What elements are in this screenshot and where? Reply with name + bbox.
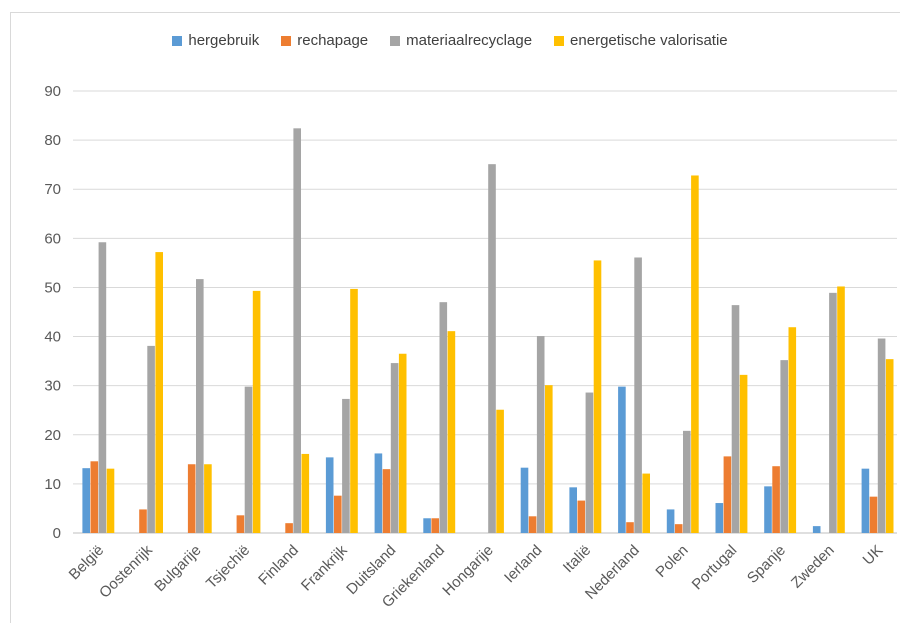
bar-materiaalrecyclage-spanje (780, 360, 788, 533)
x-tick-label-finland: Finland (255, 542, 302, 589)
bar-hergebruik-polen (666, 509, 675, 533)
bar-rechapage-tsjechie (236, 515, 245, 533)
bar-materiaalrecyclage-finland (293, 128, 301, 533)
bar-hergebruik-nederland (618, 386, 626, 533)
bar-materiaalrecyclage-bulgarije (196, 279, 204, 533)
bar-rechapage-italie (577, 500, 586, 533)
x-tick-label-hongarije: Hongarije (439, 542, 496, 599)
bar-energetische-valorisatie-spanje (788, 327, 797, 533)
bar-materiaalrecyclage-belgie (98, 242, 107, 534)
y-tick-label-10: 10 (44, 476, 61, 493)
bar-energetische-valorisatie-duitsland (398, 353, 407, 533)
bar-rechapage-griekenland (431, 518, 439, 533)
bar-hergebruik-portugal (715, 503, 724, 533)
bar-energetische-valorisatie-nederland (642, 473, 650, 533)
bar-energetische-valorisatie-ierland (545, 385, 553, 533)
bar-hergebruik-frankrijk (325, 457, 334, 533)
x-tick-label-tsjechie: Tsjechië (203, 542, 253, 592)
x-tick-label-belgie: België (66, 542, 108, 584)
bar-hergebruik-ierland (520, 467, 529, 533)
x-tick-label-zweden: Zweden (788, 542, 838, 592)
bar-hergebruik-zweden (812, 526, 821, 533)
bar-hergebruik-italie (569, 487, 577, 533)
y-tick-label-50: 50 (44, 279, 61, 296)
bar-rechapage-finland (285, 523, 293, 533)
bar-materiaalrecyclage-griekenland (439, 302, 448, 533)
bar-materiaalrecyclage-ierland (536, 336, 545, 533)
bar-materiaalrecyclage-nederland (634, 257, 642, 533)
y-tick-label-30: 30 (44, 378, 61, 395)
bar-materiaalrecyclage-oostenrijk (147, 345, 155, 533)
bar-hergebruik-duitsland (374, 453, 383, 533)
bar-energetische-valorisatie-bulgarije (204, 464, 212, 533)
bar-materiaalrecyclage-zweden (829, 292, 837, 533)
bar-hergebruik-spanje (764, 486, 772, 533)
x-tick-label-polen: Polen (652, 542, 691, 581)
bar-rechapage-portugal (723, 456, 732, 533)
bar-energetische-valorisatie-zweden (837, 286, 845, 533)
bar-energetische-valorisatie-polen (691, 175, 699, 533)
bar-materiaalrecyclage-polen (683, 430, 691, 533)
chart-legend: hergebruik rechapage materiaalrecyclage … (0, 32, 900, 49)
chart-frame (10, 12, 900, 623)
bar-energetische-valorisatie-oostenrijk (155, 252, 163, 533)
y-tick-label-80: 80 (44, 132, 61, 149)
bar-rechapage-ierland (528, 516, 537, 533)
bar-hergebruik-belgie (82, 468, 90, 533)
y-tick-label-0: 0 (53, 525, 61, 542)
bar-energetische-valorisatie-italie (593, 260, 602, 533)
legend-swatch-energetische-valorisatie (554, 35, 565, 46)
legend-label-hergebruik: hergebruik (188, 32, 260, 49)
legend-label-energetische-valorisatie: energetische valorisatie (570, 32, 728, 49)
bar-hergebruik-griekenland (423, 518, 431, 533)
bar-rechapage-polen (674, 524, 683, 533)
bar-energetische-valorisatie-tsjechie (252, 290, 261, 533)
bar-energetische-valorisatie-belgie (106, 468, 115, 533)
bar-materiaalrecyclage-tsjechie (244, 386, 253, 533)
bar-energetische-valorisatie-griekenland (447, 331, 456, 533)
bar-rechapage-belgie (90, 461, 99, 533)
legend-swatch-hergebruik (172, 35, 183, 46)
bar-rechapage-spanje (772, 466, 780, 533)
bar-energetische-valorisatie-portugal (739, 374, 748, 533)
legend-swatch-rechapage (281, 35, 292, 46)
legend-item-energetische-valorisatie: energetische valorisatie (554, 32, 728, 49)
x-tick-label-ierland: Ierland (501, 542, 545, 586)
bar-energetische-valorisatie-hongarije (496, 409, 504, 533)
x-tick-label-uk: UK (860, 542, 887, 569)
bar-materiaalrecyclage-frankrijk (342, 398, 350, 533)
legend-item-rechapage: rechapage (281, 32, 368, 49)
legend-label-materiaalrecyclage: materiaalrecyclage (406, 32, 533, 49)
bar-hergebruik-uk (861, 468, 870, 533)
x-tick-label-oostenrijk: Oostenrijk (96, 541, 156, 601)
bar-rechapage-oostenrijk (139, 509, 147, 533)
bar-rechapage-duitsland (382, 469, 391, 533)
bar-rechapage-uk (869, 496, 878, 533)
bar-materiaalrecyclage-uk (877, 338, 886, 533)
y-tick-label-90: 90 (44, 83, 61, 100)
x-tick-label-spanje: Spanje (744, 542, 789, 587)
legend-label-rechapage: rechapage (297, 32, 369, 49)
bar-rechapage-nederland (626, 522, 634, 533)
y-tick-label-60: 60 (44, 230, 61, 247)
bar-materiaalrecyclage-hongarije (488, 164, 496, 534)
x-tick-label-portugal: Portugal (689, 542, 741, 594)
bar-rechapage-bulgarije (187, 464, 196, 533)
bar-materiaalrecyclage-italie (585, 392, 594, 533)
y-tick-label-70: 70 (44, 181, 61, 198)
x-tick-label-bulgarije: Bulgarije (151, 542, 204, 595)
y-tick-label-40: 40 (44, 329, 61, 346)
bar-energetische-valorisatie-finland (301, 453, 310, 533)
legend-item-hergebruik: hergebruik (172, 32, 259, 49)
bar-energetische-valorisatie-frankrijk (350, 288, 358, 533)
legend-swatch-materiaalrecyclage (390, 35, 401, 46)
bar-materiaalrecyclage-duitsland (390, 363, 399, 533)
y-tick-label-20: 20 (44, 427, 61, 444)
bar-rechapage-frankrijk (334, 495, 342, 533)
legend-item-materiaalrecyclage: materiaalrecyclage (390, 32, 532, 49)
x-tick-label-italie: Italië (560, 542, 594, 576)
bar-energetische-valorisatie-uk (885, 359, 894, 533)
bar-materiaalrecyclage-portugal (731, 305, 740, 533)
